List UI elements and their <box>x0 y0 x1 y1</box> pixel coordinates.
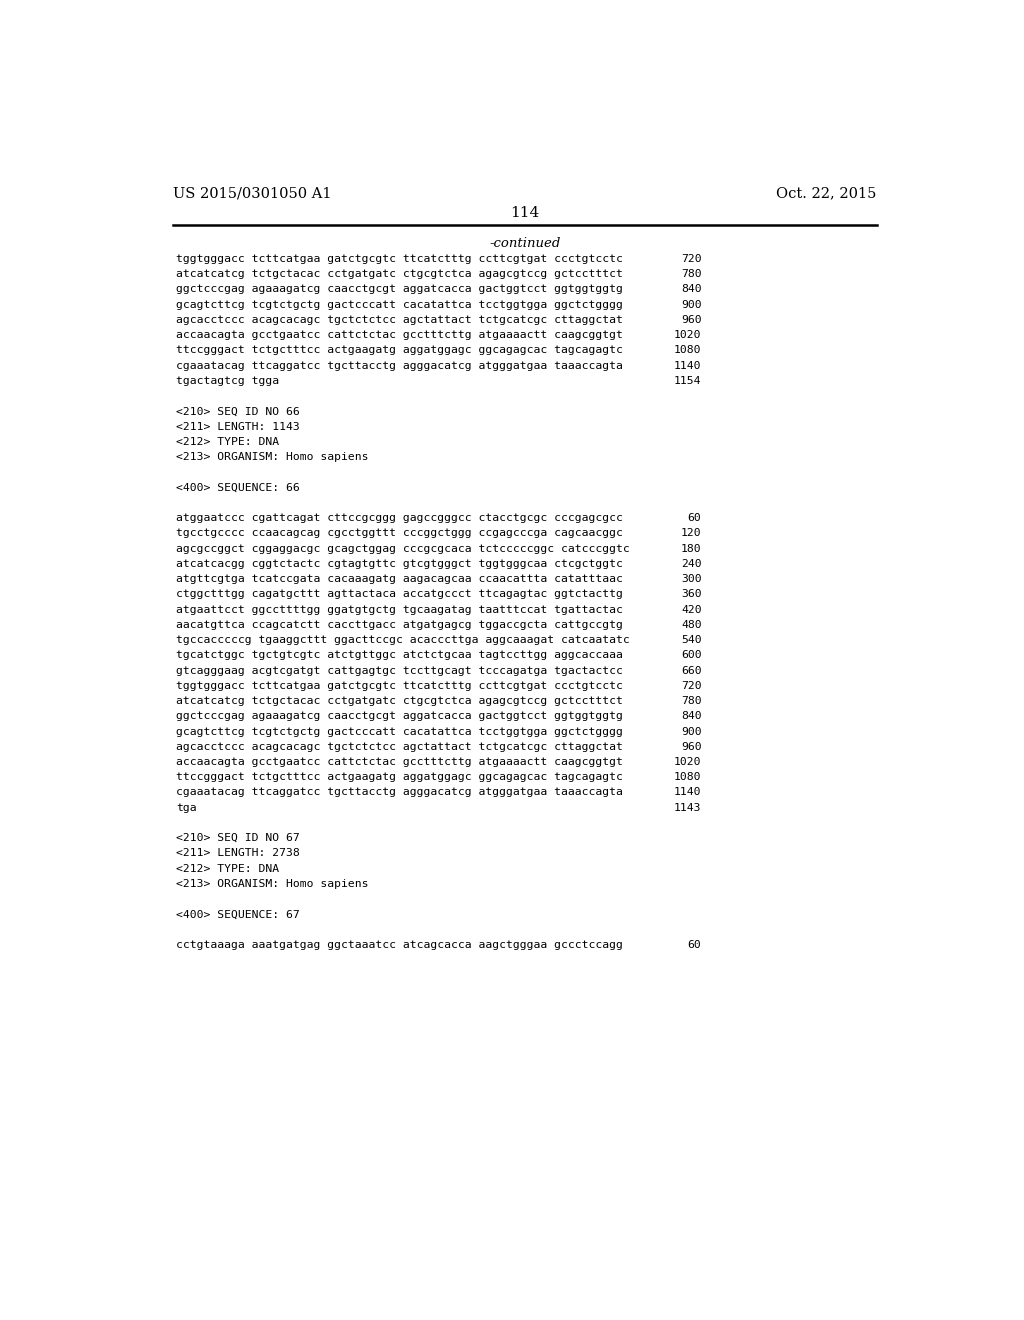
Text: 720: 720 <box>681 681 701 690</box>
Text: 720: 720 <box>681 253 701 264</box>
Text: ctggctttgg cagatgcttt agttactaca accatgccct ttcagagtac ggtctacttg: ctggctttgg cagatgcttt agttactaca accatgc… <box>176 589 623 599</box>
Text: <400> SEQUENCE: 66: <400> SEQUENCE: 66 <box>176 483 300 492</box>
Text: tgcctgcccc ccaacagcag cgcctggttt cccggctggg ccgagcccga cagcaacggc: tgcctgcccc ccaacagcag cgcctggttt cccggct… <box>176 528 623 539</box>
Text: 960: 960 <box>681 315 701 325</box>
Text: 900: 900 <box>681 300 701 310</box>
Text: <210> SEQ ID NO 67: <210> SEQ ID NO 67 <box>176 833 300 843</box>
Text: cgaaatacag ttcaggatcc tgcttacctg agggacatcg atgggatgaa taaaccagta: cgaaatacag ttcaggatcc tgcttacctg agggaca… <box>176 360 623 371</box>
Text: cctgtaaaga aaatgatgag ggctaaatcc atcagcacca aagctgggaa gccctccagg: cctgtaaaga aaatgatgag ggctaaatcc atcagca… <box>176 940 623 950</box>
Text: ttccgggact tctgctttcc actgaagatg aggatggagc ggcagagcac tagcagagtc: ttccgggact tctgctttcc actgaagatg aggatgg… <box>176 346 623 355</box>
Text: 600: 600 <box>681 651 701 660</box>
Text: 780: 780 <box>681 269 701 279</box>
Text: 60: 60 <box>688 940 701 950</box>
Text: 114: 114 <box>510 206 540 220</box>
Text: <212> TYPE: DNA: <212> TYPE: DNA <box>176 437 280 447</box>
Text: 1080: 1080 <box>674 346 701 355</box>
Text: atcatcatcg tctgctacac cctgatgatc ctgcgtctca agagcgtccg gctcctttct: atcatcatcg tctgctacac cctgatgatc ctgcgtc… <box>176 269 623 279</box>
Text: 960: 960 <box>681 742 701 752</box>
Text: <400> SEQUENCE: 67: <400> SEQUENCE: 67 <box>176 909 300 920</box>
Text: 360: 360 <box>681 589 701 599</box>
Text: gtcagggaag acgtcgatgt cattgagtgc tccttgcagt tcccagatga tgactactcc: gtcagggaag acgtcgatgt cattgagtgc tccttgc… <box>176 665 623 676</box>
Text: aacatgttca ccagcatctt caccttgacc atgatgagcg tggaccgcta cattgccgtg: aacatgttca ccagcatctt caccttgacc atgatga… <box>176 620 623 630</box>
Text: 300: 300 <box>681 574 701 583</box>
Text: <212> TYPE: DNA: <212> TYPE: DNA <box>176 863 280 874</box>
Text: 180: 180 <box>681 544 701 553</box>
Text: tga: tga <box>176 803 197 813</box>
Text: atggaatccc cgattcagat cttccgcggg gagccgggcc ctacctgcgc cccgagcgcc: atggaatccc cgattcagat cttccgcggg gagccgg… <box>176 513 623 523</box>
Text: agcacctccc acagcacagc tgctctctcc agctattact tctgcatcgc cttaggctat: agcacctccc acagcacagc tgctctctcc agctatt… <box>176 742 623 752</box>
Text: gcagtcttcg tcgtctgctg gactcccatt cacatattca tcctggtgga ggctctgggg: gcagtcttcg tcgtctgctg gactcccatt cacatat… <box>176 726 623 737</box>
Text: 840: 840 <box>681 284 701 294</box>
Text: 1080: 1080 <box>674 772 701 783</box>
Text: tgactagtcg tgga: tgactagtcg tgga <box>176 376 280 385</box>
Text: ggctcccgag agaaagatcg caacctgcgt aggatcacca gactggtcct ggtggtggtg: ggctcccgag agaaagatcg caacctgcgt aggatca… <box>176 711 623 721</box>
Text: 1154: 1154 <box>674 376 701 385</box>
Text: 780: 780 <box>681 696 701 706</box>
Text: <211> LENGTH: 1143: <211> LENGTH: 1143 <box>176 421 300 432</box>
Text: -continued: -continued <box>489 238 560 249</box>
Text: tggtgggacc tcttcatgaa gatctgcgtc ttcatctttg ccttcgtgat ccctgtcctc: tggtgggacc tcttcatgaa gatctgcgtc ttcatct… <box>176 681 623 690</box>
Text: <213> ORGANISM: Homo sapiens: <213> ORGANISM: Homo sapiens <box>176 451 369 462</box>
Text: accaacagta gcctgaatcc cattctctac gcctttcttg atgaaaactt caagcggtgt: accaacagta gcctgaatcc cattctctac gcctttc… <box>176 330 623 341</box>
Text: 120: 120 <box>681 528 701 539</box>
Text: 60: 60 <box>688 513 701 523</box>
Text: cgaaatacag ttcaggatcc tgcttacctg agggacatcg atgggatgaa taaaccagta: cgaaatacag ttcaggatcc tgcttacctg agggaca… <box>176 788 623 797</box>
Text: 660: 660 <box>681 665 701 676</box>
Text: atcatcacgg cggtctactc cgtagtgttc gtcgtgggct tggtgggcaa ctcgctggtc: atcatcacgg cggtctactc cgtagtgttc gtcgtgg… <box>176 558 623 569</box>
Text: ggctcccgag agaaagatcg caacctgcgt aggatcacca gactggtcct ggtggtggtg: ggctcccgag agaaagatcg caacctgcgt aggatca… <box>176 284 623 294</box>
Text: <213> ORGANISM: Homo sapiens: <213> ORGANISM: Homo sapiens <box>176 879 369 888</box>
Text: atgaattcct ggccttttgg ggatgtgctg tgcaagatag taatttccat tgattactac: atgaattcct ggccttttgg ggatgtgctg tgcaaga… <box>176 605 623 615</box>
Text: atcatcatcg tctgctacac cctgatgatc ctgcgtctca agagcgtccg gctcctttct: atcatcatcg tctgctacac cctgatgatc ctgcgtc… <box>176 696 623 706</box>
Text: 240: 240 <box>681 558 701 569</box>
Text: accaacagta gcctgaatcc cattctctac gcctttcttg atgaaaactt caagcggtgt: accaacagta gcctgaatcc cattctctac gcctttc… <box>176 756 623 767</box>
Text: 420: 420 <box>681 605 701 615</box>
Text: 1140: 1140 <box>674 788 701 797</box>
Text: 1020: 1020 <box>674 330 701 341</box>
Text: US 2015/0301050 A1: US 2015/0301050 A1 <box>173 186 332 201</box>
Text: 1020: 1020 <box>674 756 701 767</box>
Text: tgcatctggc tgctgtcgtc atctgttggc atctctgcaa tagtccttgg aggcaccaaa: tgcatctggc tgctgtcgtc atctgttggc atctctg… <box>176 651 623 660</box>
Text: 840: 840 <box>681 711 701 721</box>
Text: Oct. 22, 2015: Oct. 22, 2015 <box>776 186 877 201</box>
Text: ttccgggact tctgctttcc actgaagatg aggatggagc ggcagagcac tagcagagtc: ttccgggact tctgctttcc actgaagatg aggatgg… <box>176 772 623 783</box>
Text: 1143: 1143 <box>674 803 701 813</box>
Text: <210> SEQ ID NO 66: <210> SEQ ID NO 66 <box>176 407 300 416</box>
Text: 480: 480 <box>681 620 701 630</box>
Text: agcgccggct cggaggacgc gcagctggag cccgcgcaca tctcccccggc catcccggtc: agcgccggct cggaggacgc gcagctggag cccgcgc… <box>176 544 630 553</box>
Text: gcagtcttcg tcgtctgctg gactcccatt cacatattca tcctggtgga ggctctgggg: gcagtcttcg tcgtctgctg gactcccatt cacatat… <box>176 300 623 310</box>
Text: tggtgggacc tcttcatgaa gatctgcgtc ttcatctttg ccttcgtgat ccctgtcctc: tggtgggacc tcttcatgaa gatctgcgtc ttcatct… <box>176 253 623 264</box>
Text: 540: 540 <box>681 635 701 645</box>
Text: atgttcgtga tcatccgata cacaaagatg aagacagcaa ccaacattta catatttaac: atgttcgtga tcatccgata cacaaagatg aagacag… <box>176 574 623 583</box>
Text: 900: 900 <box>681 726 701 737</box>
Text: 1140: 1140 <box>674 360 701 371</box>
Text: <211> LENGTH: 2738: <211> LENGTH: 2738 <box>176 849 300 858</box>
Text: tgccacccccg tgaaggcttt ggacttccgc acacccttga aggcaaagat catcaatatc: tgccacccccg tgaaggcttt ggacttccgc acaccc… <box>176 635 630 645</box>
Text: agcacctccc acagcacagc tgctctctcc agctattact tctgcatcgc cttaggctat: agcacctccc acagcacagc tgctctctcc agctatt… <box>176 315 623 325</box>
